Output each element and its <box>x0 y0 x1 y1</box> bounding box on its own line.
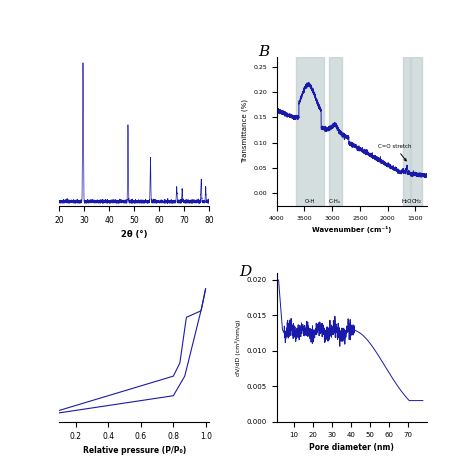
Text: D: D <box>239 265 251 280</box>
X-axis label: Relative pressure (P/P₀): Relative pressure (P/P₀) <box>82 446 186 455</box>
Y-axis label: Transmittance (%): Transmittance (%) <box>241 100 247 164</box>
Bar <box>296 57 324 206</box>
Text: H₂O: H₂O <box>401 200 412 204</box>
Bar <box>329 57 342 206</box>
Text: CH₂: CH₂ <box>411 200 421 204</box>
Bar <box>411 57 421 206</box>
Text: C=O stretch: C=O stretch <box>378 144 412 161</box>
Bar <box>403 57 410 206</box>
Y-axis label: dV/dD (cm³/nm/g): dV/dD (cm³/nm/g) <box>235 319 241 375</box>
Text: C-Hₓ: C-Hₓ <box>329 200 341 204</box>
X-axis label: Wavenumber (cm⁻¹): Wavenumber (cm⁻¹) <box>312 226 392 233</box>
Text: O-H: O-H <box>305 200 315 204</box>
X-axis label: Pore diameter (nm): Pore diameter (nm) <box>309 443 394 452</box>
Text: B: B <box>259 45 270 59</box>
X-axis label: 2θ (°): 2θ (°) <box>121 230 147 239</box>
